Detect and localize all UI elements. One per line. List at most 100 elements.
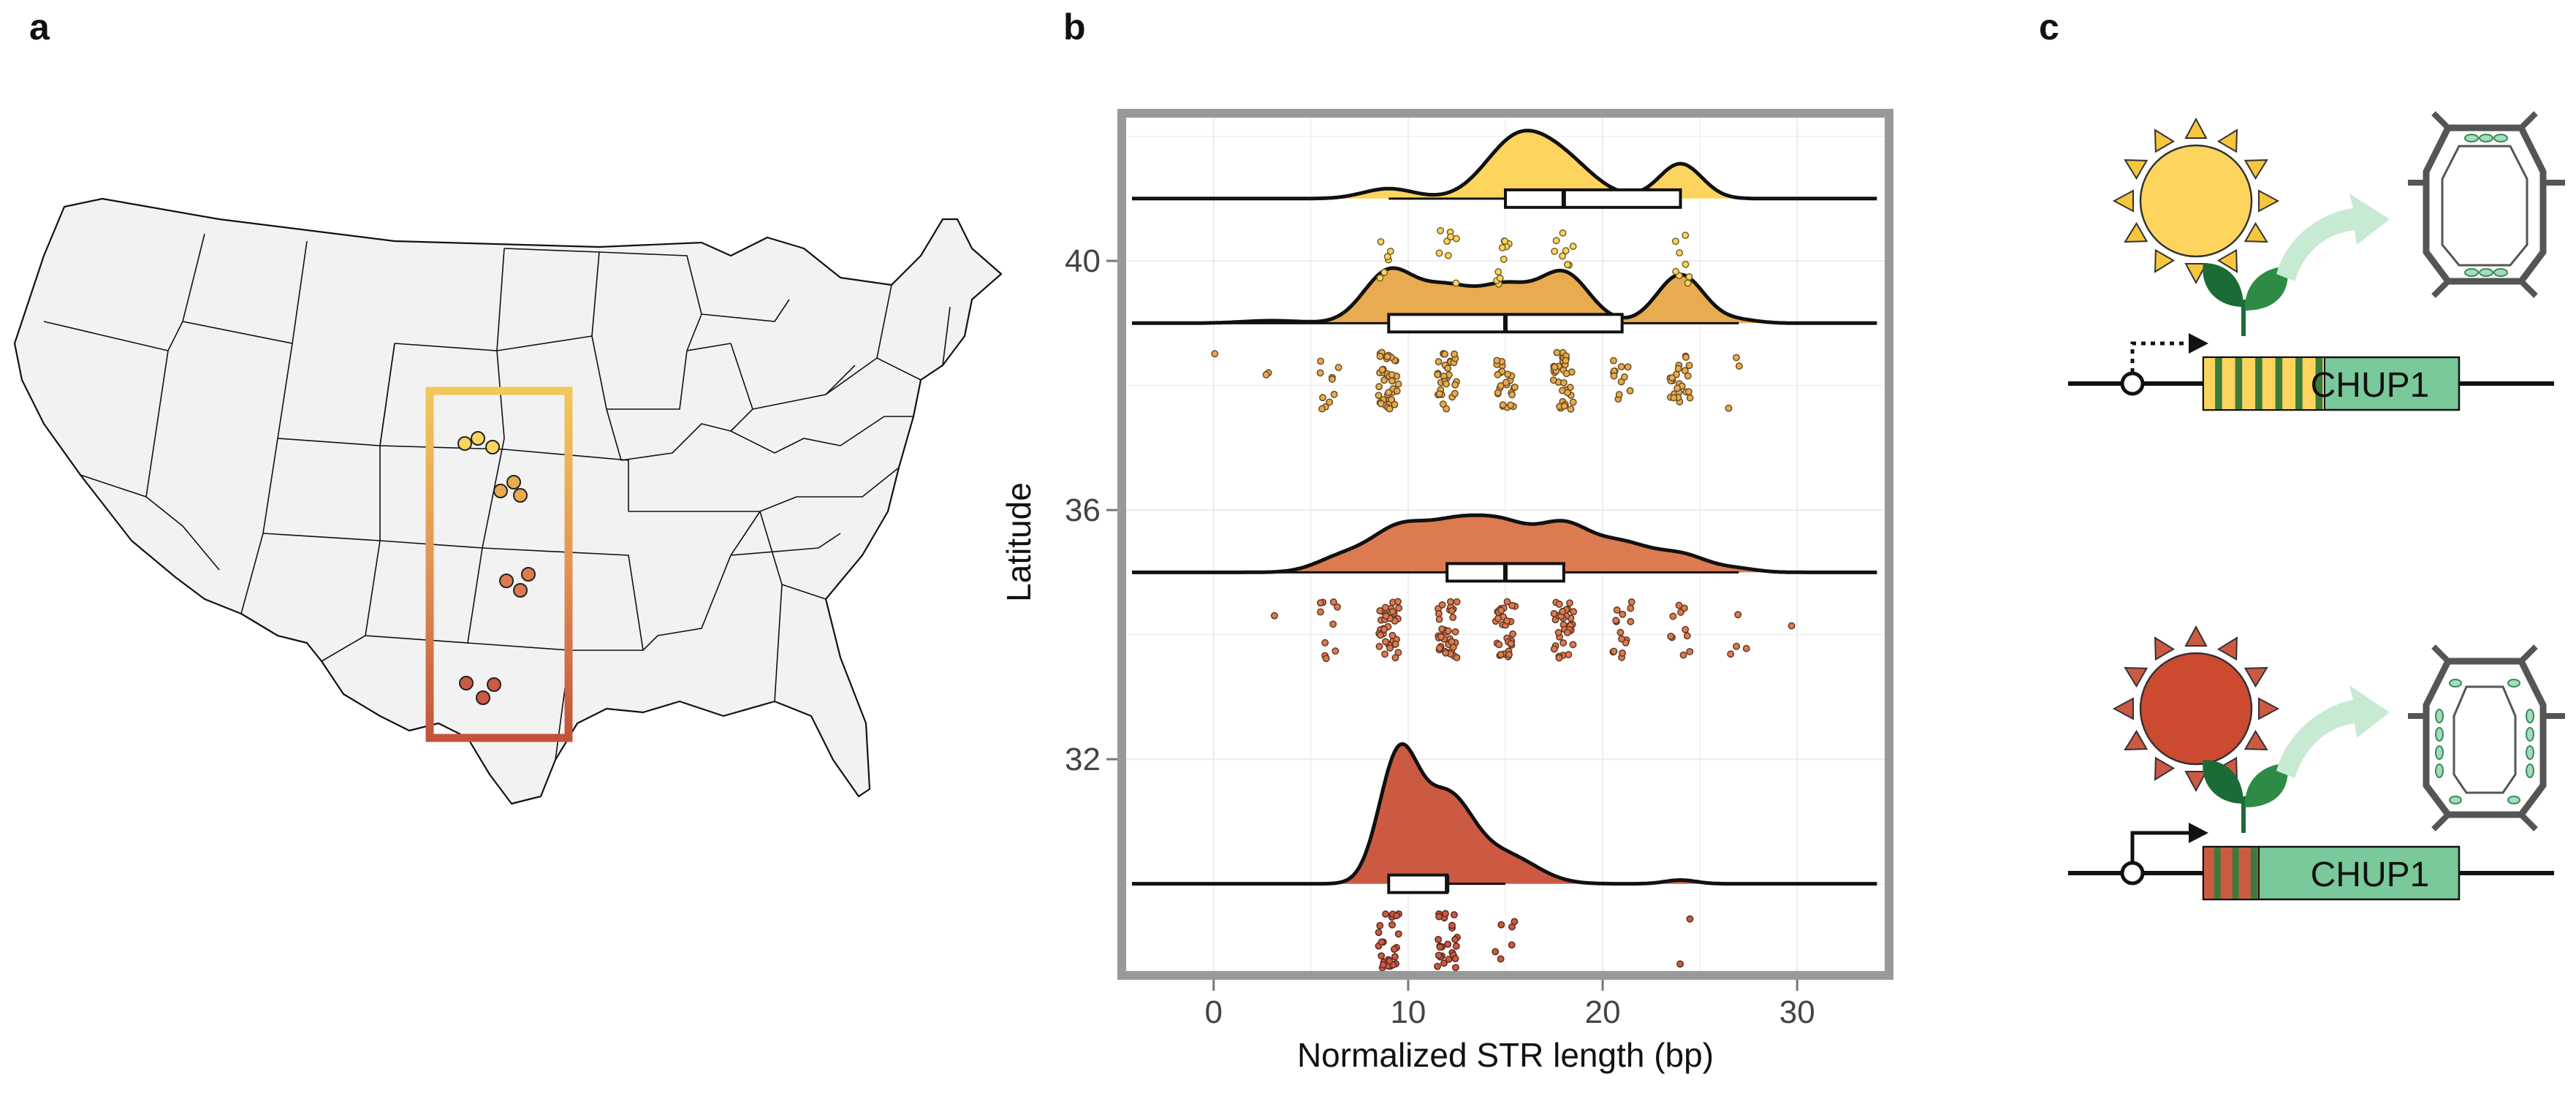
data-point-lat35 [1442, 649, 1450, 657]
data-point-lat30 [1379, 961, 1387, 969]
us-state-borders [43, 233, 951, 761]
data-point-lat30 [1450, 911, 1458, 919]
data-point-lat35 [1555, 654, 1563, 662]
data-point-lat30 [1451, 935, 1459, 943]
top-scenario: CHUP1 [2068, 111, 2565, 411]
data-point-lat35 [1497, 650, 1505, 658]
data-point-lat30 [1508, 941, 1516, 949]
data-point-lat39 [1682, 353, 1690, 361]
data-point-lat35 [1618, 635, 1625, 643]
data-point-lat40 [1671, 237, 1679, 245]
data-point-lat40 [1684, 279, 1692, 287]
data-point-lat35 [1394, 598, 1402, 606]
x-axis-label: Normalized STR length (bp) [1297, 1036, 1714, 1074]
data-point-lat35 [1616, 628, 1625, 636]
data-point-lat40 [1552, 237, 1560, 245]
chup1-schematic-panel: CHUP1 [2068, 111, 2565, 901]
repeat-region [2204, 848, 2259, 899]
data-point-lat39 [1316, 369, 1324, 377]
data-point-lat39 [1391, 400, 1399, 408]
data-point-lat40 [1676, 249, 1684, 257]
x-tick-label: 30 [1779, 994, 1815, 1030]
data-point-lat39 [1334, 364, 1342, 371]
data-point-lat39 [1385, 389, 1393, 397]
data-point-lat40 [1435, 249, 1443, 257]
data-point-lat39 [1326, 398, 1334, 406]
data-point-lat39 [1494, 370, 1502, 378]
data-point-lat35 [1317, 608, 1324, 616]
latitude-highlight-box [425, 386, 573, 742]
data-point-lat40 [1500, 255, 1508, 263]
data-point-lat39 [1560, 402, 1568, 410]
data-point-lat40 [1682, 260, 1690, 268]
data-point-lat30 [1382, 910, 1390, 918]
plant-sprout-icon [2203, 760, 2288, 833]
data-point-lat35 [1570, 608, 1578, 616]
data-point-lat35 [1435, 615, 1443, 623]
y-axis-label: Latitude [1001, 482, 1038, 602]
us-map-outline [13, 197, 1003, 805]
site-marker [521, 567, 536, 582]
site-marker [485, 440, 500, 454]
chup1-gene-box: CHUP1 [2202, 845, 2461, 901]
data-point-lat39 [1262, 371, 1270, 378]
box-lat30 [1387, 873, 1449, 894]
data-point-lat40 [1672, 267, 1680, 275]
promoter-site [2120, 861, 2145, 886]
data-point-lat30 [1388, 921, 1396, 929]
data-point-lat39 [1562, 357, 1570, 365]
data-point-lat35 [1627, 617, 1635, 625]
data-point-lat35 [1565, 651, 1573, 658]
data-point-lat39 [1317, 357, 1325, 365]
data-point-lat35 [1495, 641, 1503, 649]
data-point-lat35 [1329, 598, 1337, 606]
data-point-lat40 [1498, 244, 1506, 252]
data-point-lat40 [1569, 243, 1577, 251]
promoter-arrow-dashed [2130, 341, 2189, 373]
x-tick-label: 0 [1205, 994, 1223, 1030]
data-point-lat40 [1562, 247, 1570, 255]
data-point-lat40 [1377, 237, 1385, 245]
data-point-lat35 [1734, 611, 1742, 619]
data-point-lat35 [1559, 639, 1568, 647]
chup1-gene-box: CHUP1 [2202, 356, 2461, 411]
panel-label-b: b [1063, 7, 1086, 47]
data-point-lat35 [1386, 644, 1394, 652]
y-axis-ticks: 32 36 40 [1065, 243, 1117, 777]
data-point-lat39 [1393, 387, 1401, 395]
data-point-lat35 [1321, 639, 1329, 647]
data-point-lat35 [1675, 601, 1683, 609]
data-point-lat39 [1377, 400, 1385, 408]
data-point-lat39 [1549, 376, 1557, 384]
data-point-lat39 [1439, 400, 1447, 408]
repeat-region [2204, 358, 2325, 409]
density-outline-lat30 [1132, 742, 1877, 886]
promoter-site [2120, 371, 2145, 396]
data-point-lat30 [1435, 913, 1443, 921]
site-marker [487, 677, 501, 692]
data-point-lat40 [1685, 273, 1693, 281]
data-point-lat39 [1686, 394, 1694, 402]
box-lat40 [1504, 188, 1682, 209]
data-point-lat39 [1725, 404, 1733, 412]
data-point-lat39 [1499, 401, 1507, 409]
data-point-lat39 [1435, 358, 1443, 366]
site-marker [493, 484, 508, 498]
data-point-lat35 [1508, 601, 1516, 609]
data-point-lat39 [1617, 362, 1625, 370]
data-point-lat35 [1381, 603, 1389, 612]
data-point-lat39 [1380, 376, 1388, 384]
data-point-lat35 [1559, 608, 1567, 616]
data-point-lat40 [1447, 233, 1454, 241]
density-lat35 [1132, 515, 1877, 573]
data-point-lat39 [1386, 405, 1394, 413]
x-tick-label: 10 [1390, 994, 1426, 1030]
data-point-lat39 [1681, 367, 1689, 375]
data-point-lat39 [1626, 386, 1634, 395]
data-point-lat39 [1388, 370, 1396, 378]
data-point-lat39 [1507, 401, 1515, 409]
data-point-lat39 [1442, 380, 1450, 388]
data-point-lat30 [1378, 938, 1386, 946]
data-point-lat39 [1569, 398, 1577, 406]
data-point-lat30 [1441, 910, 1449, 918]
